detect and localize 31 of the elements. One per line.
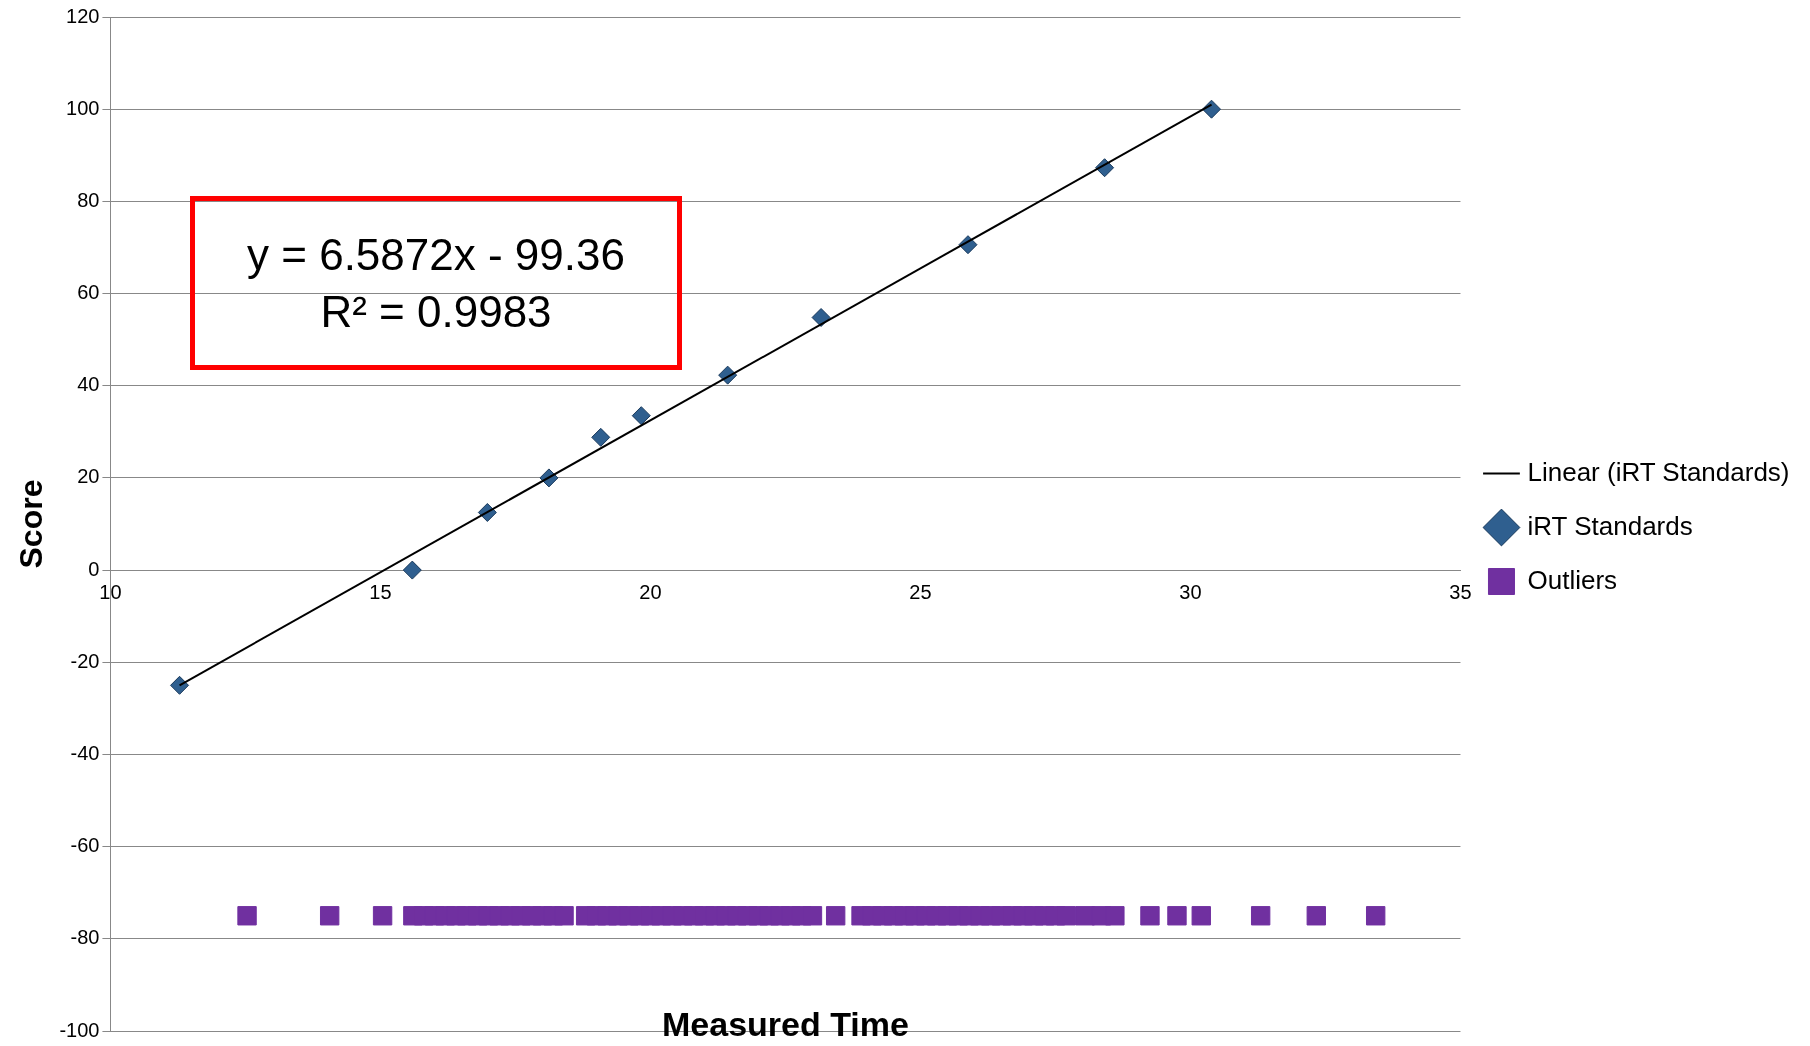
y-tick-label: -100 [59, 1018, 100, 1041]
y-tick-label: 0 [88, 557, 100, 580]
note-box: y = 6.5872x - 99.36 R² = 0.9983 [190, 196, 682, 370]
point [811, 308, 831, 328]
y-tick-label: 120 [66, 4, 100, 27]
y-tick-label: -80 [70, 926, 100, 949]
y-tick-label: 100 [66, 96, 100, 119]
x-tick-label: 25 [909, 580, 932, 603]
y-tick-label: -20 [70, 649, 100, 672]
point [591, 427, 611, 447]
y-tick-label: -60 [70, 834, 100, 857]
y-tick-label: 80 [77, 188, 100, 211]
legend-label: Outliers [1527, 564, 1618, 595]
y-tick-label: -40 [70, 741, 100, 764]
x-axis-title: Measured Time [661, 1005, 909, 1044]
y-axis-title: Score [13, 479, 50, 569]
annotation: R² = 0.9983 [320, 286, 552, 338]
y-tick-label: 60 [77, 281, 100, 304]
y-tick-label: 40 [77, 373, 100, 396]
annotation: y = 6.5872x - 99.36 [247, 228, 625, 281]
point [402, 560, 422, 580]
x-tick-label: 10 [99, 580, 122, 603]
point [631, 406, 651, 426]
legend-label: iRT Standards [1527, 510, 1693, 541]
legend-label: Linear (iRT Standards) [1527, 456, 1790, 487]
x-tick-label: 20 [639, 580, 662, 603]
x-tick-label: 35 [1449, 580, 1472, 603]
y-tick-label: 20 [77, 465, 100, 488]
x-tick-label: 15 [369, 580, 392, 603]
point [170, 675, 190, 695]
x-tick-label: 30 [1179, 580, 1202, 603]
